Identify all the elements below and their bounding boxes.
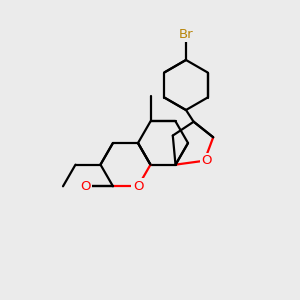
Text: Br: Br bbox=[179, 28, 193, 41]
Text: O: O bbox=[201, 154, 212, 167]
Text: O: O bbox=[133, 180, 143, 193]
Text: O: O bbox=[80, 180, 90, 193]
